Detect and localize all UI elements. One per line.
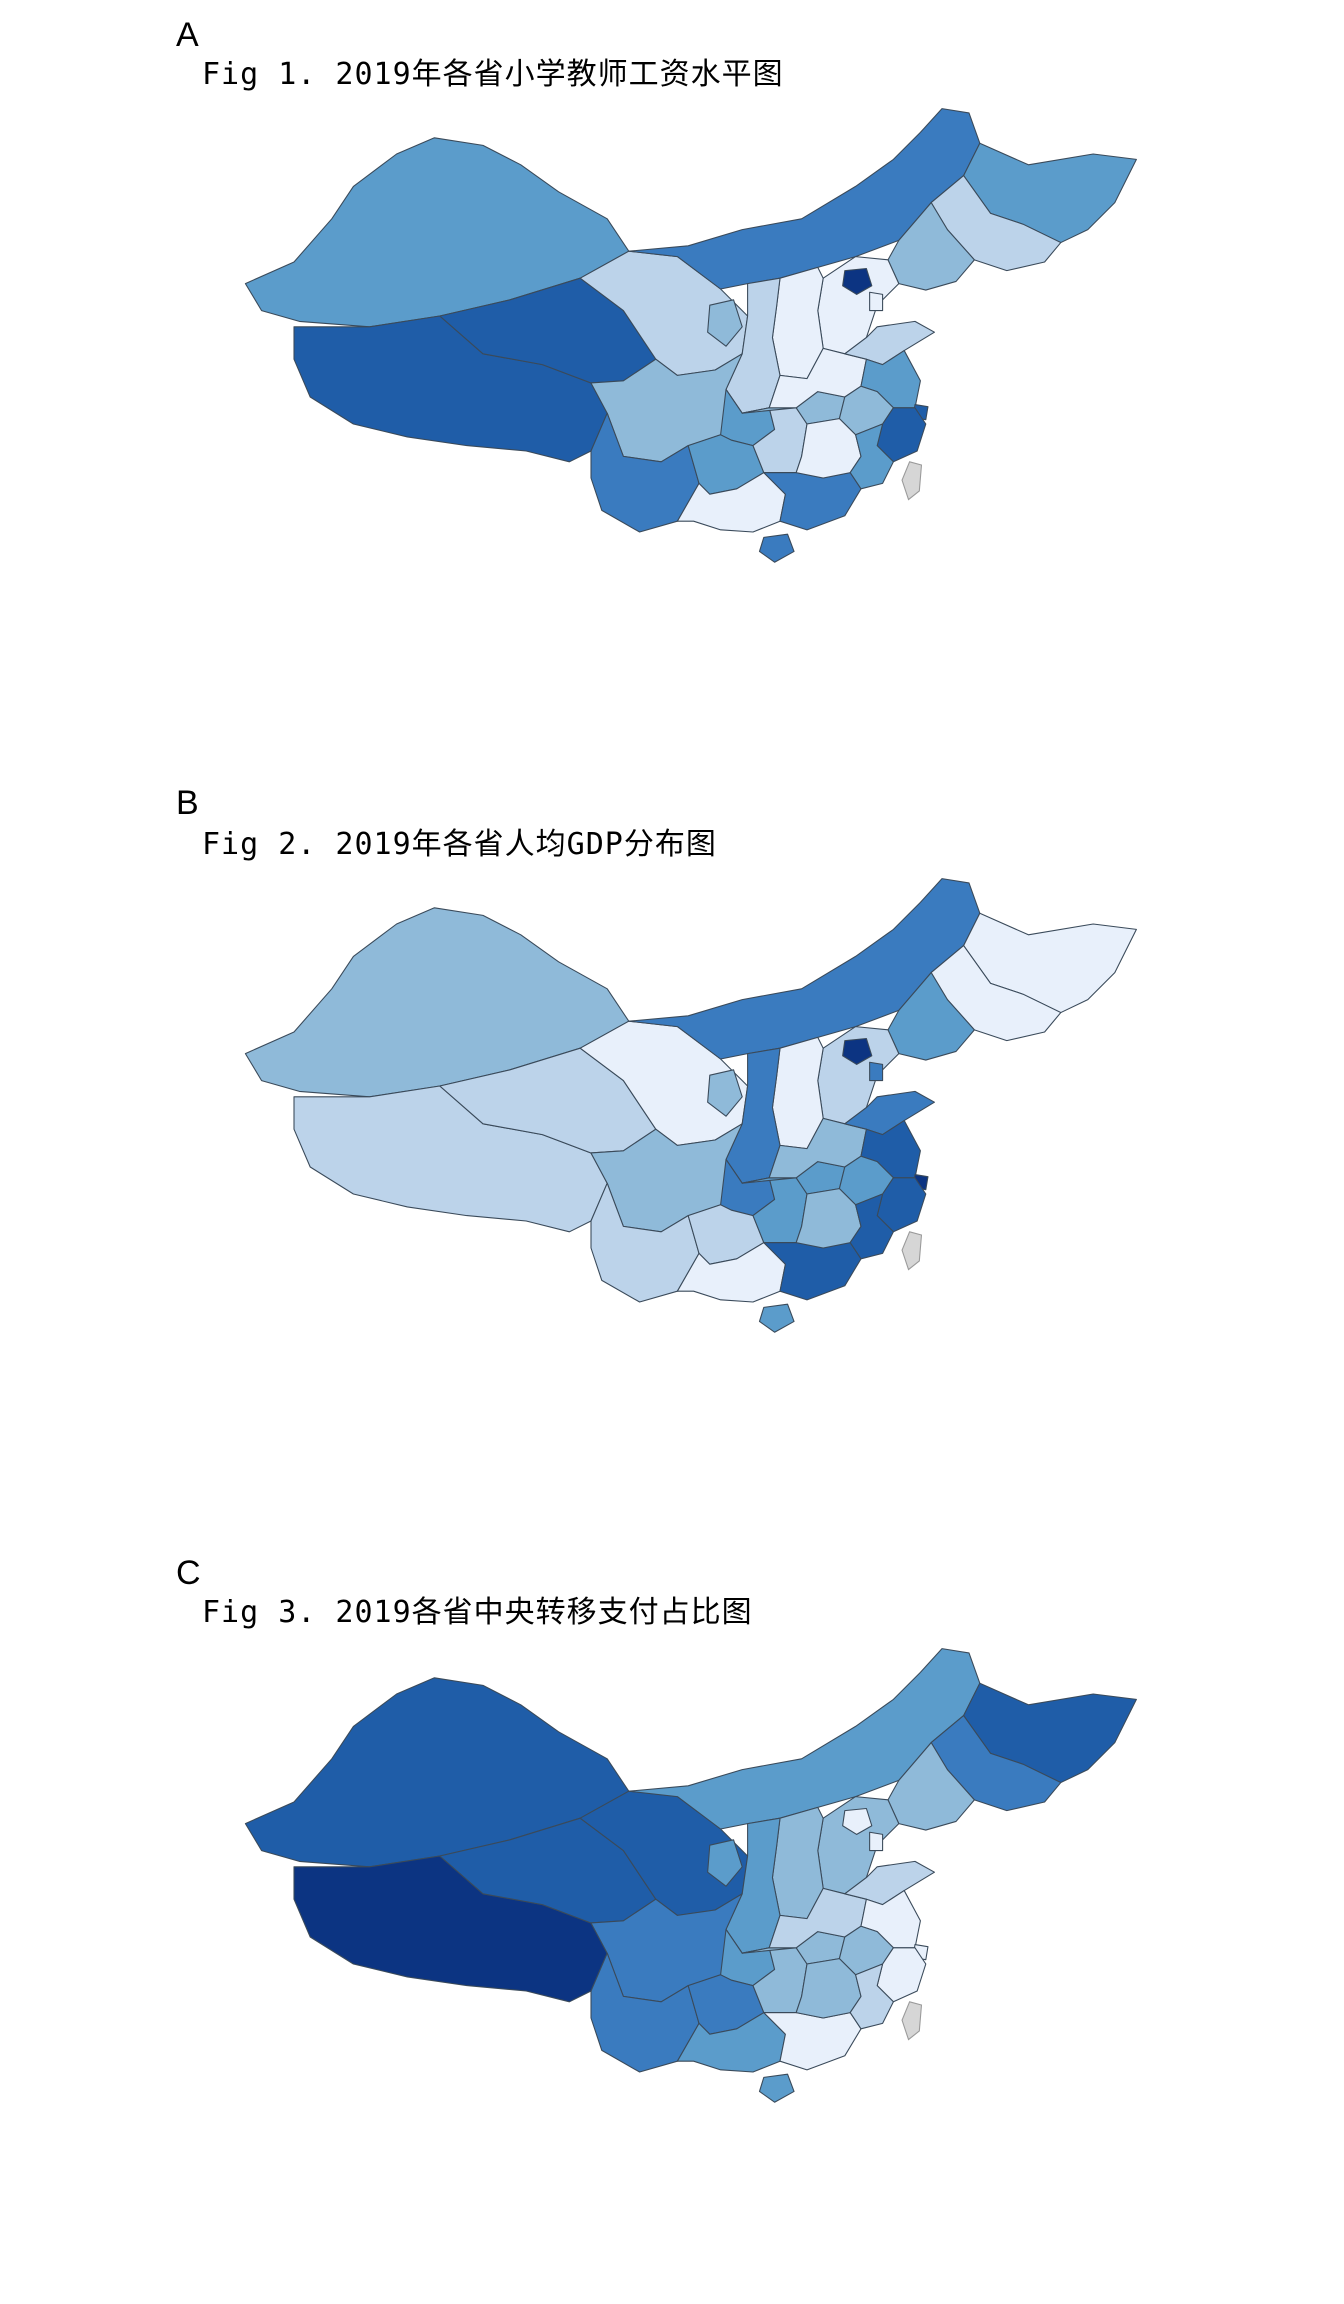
panel-a-letter: A (176, 16, 199, 54)
province-fujian (849, 423, 894, 490)
province-tianjin (869, 291, 884, 312)
panel-c-title: Fig 3. 2019各省中央转移支付占比图 (202, 1595, 753, 1630)
panel-a-title: Fig 1. 2019年各省小学教师工资水平图 (202, 57, 784, 92)
province-hainan (758, 1303, 795, 1333)
province-beijing (842, 1037, 873, 1065)
map-c (244, 1648, 1137, 2103)
province-hainan (758, 533, 795, 563)
province-tianjin (869, 1831, 884, 1852)
province-taiwan (901, 1231, 923, 1271)
panel-b-letter: B (176, 784, 199, 822)
province-liaoning (887, 1742, 975, 1831)
province-taiwan (901, 461, 923, 501)
panel-b-title: Fig 2. 2019年各省人均GDP分布图 (202, 827, 717, 862)
province-ningxia (707, 299, 743, 347)
map-b (244, 878, 1137, 1333)
province-beijing (842, 267, 873, 295)
province-fujian (849, 1963, 894, 2030)
province-ningxia (707, 1839, 743, 1887)
province-xinjiang (244, 907, 630, 1098)
province-hainan (758, 2073, 795, 2103)
province-beijing (842, 1807, 873, 1835)
province-liaoning (887, 972, 975, 1061)
province-ningxia (707, 1069, 743, 1117)
province-xinjiang (244, 137, 630, 328)
province-tianjin (869, 1061, 884, 1082)
province-fujian (849, 1193, 894, 1260)
province-liaoning (887, 202, 975, 291)
panel-c-letter: C (176, 1554, 201, 1592)
map-a (244, 108, 1137, 563)
province-taiwan (901, 2001, 923, 2041)
province-xinjiang (244, 1677, 630, 1868)
